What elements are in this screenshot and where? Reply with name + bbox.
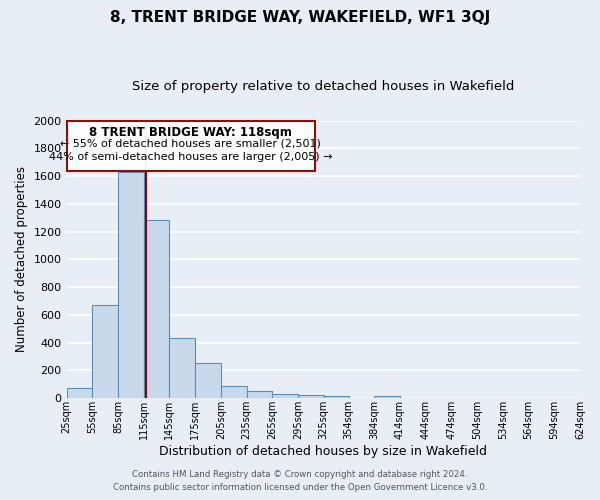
X-axis label: Distribution of detached houses by size in Wakefield: Distribution of detached houses by size … [159, 444, 487, 458]
Text: 8 TRENT BRIDGE WAY: 118sqm: 8 TRENT BRIDGE WAY: 118sqm [89, 126, 292, 139]
Y-axis label: Number of detached properties: Number of detached properties [15, 166, 28, 352]
Bar [118, 172, 143, 398]
Text: 44% of semi-detached houses are larger (2,005) →: 44% of semi-detached houses are larger (… [49, 152, 332, 162]
Bar [374, 396, 400, 398]
Text: ← 55% of detached houses are smaller (2,501): ← 55% of detached houses are smaller (2,… [61, 138, 321, 148]
Bar [143, 220, 169, 398]
Bar [323, 396, 349, 398]
Text: Contains HM Land Registry data © Crown copyright and database right 2024.
Contai: Contains HM Land Registry data © Crown c… [113, 470, 487, 492]
Bar [92, 305, 118, 398]
Bar [67, 388, 92, 398]
Bar [221, 386, 247, 398]
Bar [298, 396, 323, 398]
Title: Size of property relative to detached houses in Wakefield: Size of property relative to detached ho… [132, 80, 514, 93]
Text: 8, TRENT BRIDGE WAY, WAKEFIELD, WF1 3QJ: 8, TRENT BRIDGE WAY, WAKEFIELD, WF1 3QJ [110, 10, 490, 25]
FancyBboxPatch shape [67, 120, 315, 170]
Bar [169, 338, 195, 398]
Bar [272, 394, 298, 398]
Bar [247, 391, 272, 398]
Bar [195, 364, 221, 398]
